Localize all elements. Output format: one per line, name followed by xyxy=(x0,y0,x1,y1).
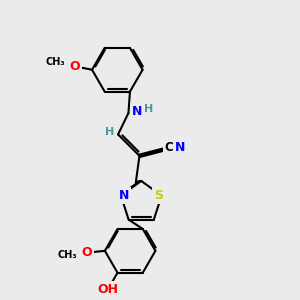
Text: N: N xyxy=(175,141,185,154)
Text: CH₃: CH₃ xyxy=(46,58,65,68)
Text: N: N xyxy=(132,105,142,118)
Text: N: N xyxy=(119,189,129,202)
Text: OH: OH xyxy=(98,283,118,296)
Text: H: H xyxy=(105,127,114,137)
Text: O: O xyxy=(81,246,92,259)
Text: S: S xyxy=(154,189,163,202)
Text: O: O xyxy=(69,60,80,73)
Text: CH₃: CH₃ xyxy=(58,250,77,260)
Text: C: C xyxy=(165,141,173,154)
Text: H: H xyxy=(144,104,153,115)
